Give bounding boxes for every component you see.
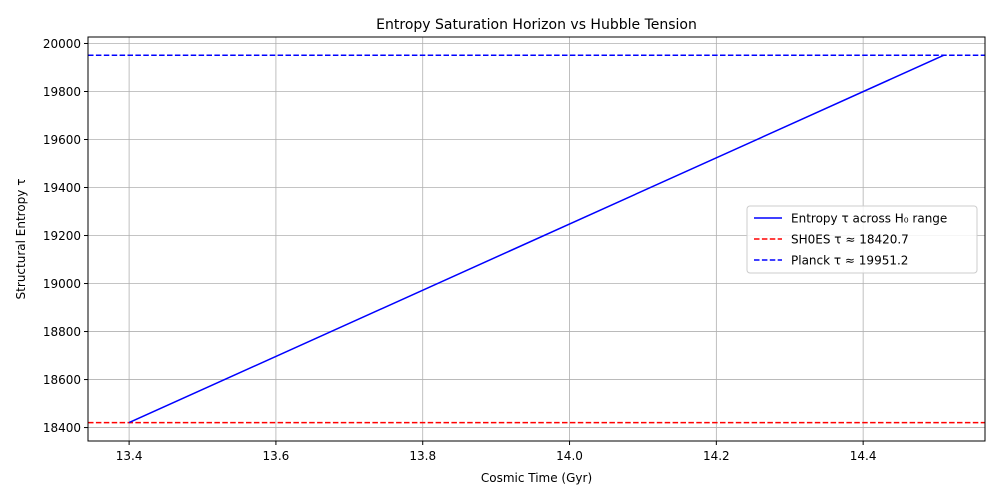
legend-box (746, 205, 978, 274)
legend-label: Entropy τ across H₀ range (791, 212, 947, 226)
y-tick-label: 18800 (43, 325, 81, 339)
x-tick-label: 14.4 (850, 449, 877, 463)
series-line (128, 54, 945, 424)
x-axis: 13.4 13.6 13.8 14.0 14.2 14.4 (116, 441, 877, 463)
y-tick-label: 20000 (43, 37, 81, 51)
y-tick-label: 18400 (43, 421, 81, 435)
legend-label: Planck τ ≈ 19951.2 (791, 254, 908, 268)
plot-frame (87, 36, 986, 442)
x-tick-label: 13.8 (409, 449, 436, 463)
y-axis-label: Structural Entropy τ (14, 179, 28, 300)
y-tick-label: 19800 (43, 85, 81, 99)
y-tick-label: 19600 (43, 133, 81, 147)
legend-label: SH0ES τ ≈ 18420.7 (791, 233, 909, 247)
x-tick-label: 13.4 (116, 449, 143, 463)
plot-lines (88, 54, 985, 424)
x-tick-label: 13.6 (263, 449, 290, 463)
x-tick-label: 14.2 (703, 449, 730, 463)
y-axis: 18400 18600 18800 19000 19200 19400 19600 19800… (43, 37, 88, 435)
y-tick-label: 19000 (43, 277, 81, 291)
x-tick-label: 14.0 (556, 449, 583, 463)
chart-title: Entropy Saturation Horizon vs Hubble Ten… (376, 17, 697, 33)
y-tick-label: 19400 (43, 181, 81, 195)
y-tick-label: 18600 (43, 373, 81, 387)
x-axis-label: Cosmic Time (Gyr) (481, 471, 592, 485)
y-tick-label: 19200 (43, 229, 81, 243)
legend: Entropy τ across H₀ range SH0ES τ ≈ 18420… (746, 205, 978, 274)
